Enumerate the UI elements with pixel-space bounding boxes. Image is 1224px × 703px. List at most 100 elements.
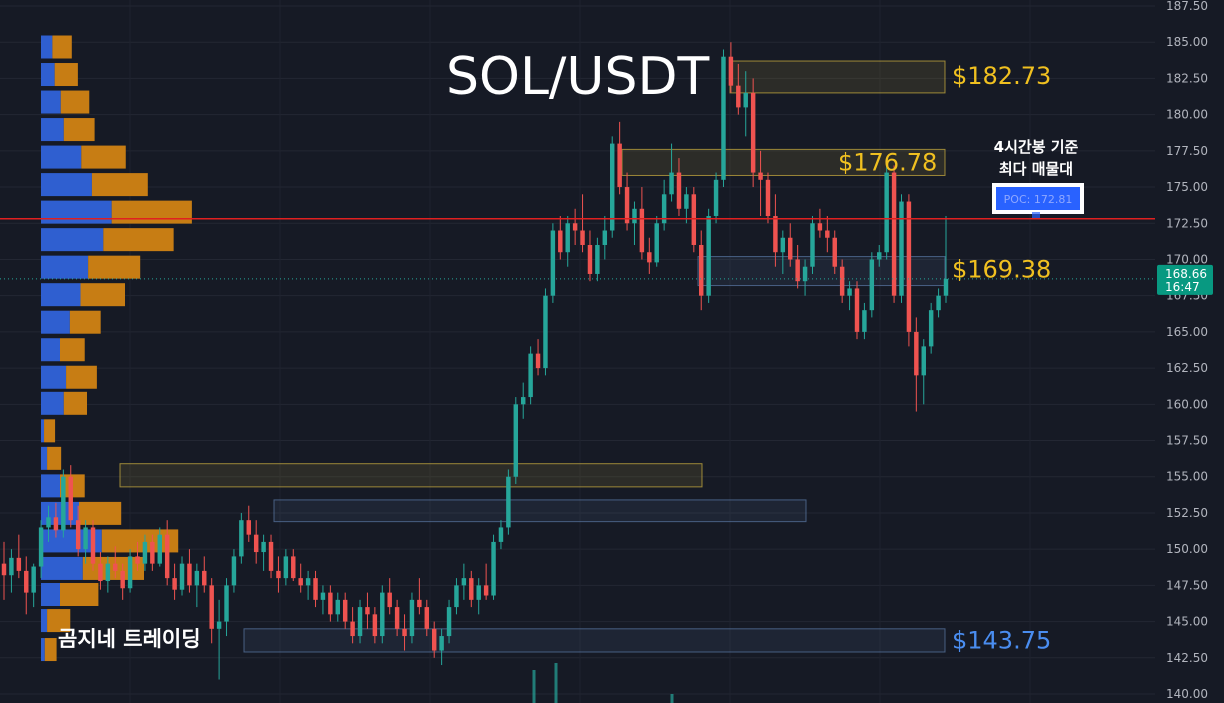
volume-bar: [554, 663, 558, 703]
candle-body: [164, 534, 170, 579]
volume-profile-sell-bar: [103, 228, 174, 252]
candle-body: [409, 599, 415, 637]
candle-body: [469, 578, 474, 600]
volume-profile-buy-bar: [41, 63, 55, 87]
candle-body: [654, 223, 659, 263]
volume-profile-sell-bar: [69, 310, 101, 334]
y-tick-label: 160.00: [1166, 397, 1208, 411]
y-tick-label: 140.00: [1166, 687, 1208, 701]
candle-body: [461, 578, 467, 586]
candle-body: [543, 295, 548, 369]
candle-body: [291, 556, 296, 579]
candle-body: [795, 259, 800, 282]
candle-body: [661, 194, 667, 224]
volume-profile-sell-bar: [47, 609, 71, 633]
candle-body: [639, 208, 645, 253]
poc-label: POC: 172.81: [1004, 193, 1073, 206]
volume-profile-buy-bar: [41, 419, 45, 443]
poc-marker: [1032, 212, 1040, 218]
candle-body: [394, 607, 400, 629]
candle-body: [305, 578, 311, 586]
volume-profile-sell-bar: [80, 283, 125, 307]
candle-body: [647, 252, 652, 263]
y-tick-label: 150.00: [1166, 542, 1208, 556]
volume-profile-buy-bar: [41, 200, 112, 224]
y-tick-label: 187.50: [1166, 0, 1208, 13]
candle-body: [202, 570, 207, 586]
candle-body: [53, 517, 59, 531]
candle-body: [839, 266, 845, 296]
y-tick-label: 177.50: [1166, 144, 1208, 158]
volume-bar: [532, 670, 536, 703]
volume-profile-sell-bar: [79, 501, 122, 525]
volume-profile-buy-bar: [41, 283, 81, 307]
candle-body: [691, 194, 697, 245]
candle-body: [179, 563, 185, 590]
candle-body: [16, 557, 22, 571]
candle-body: [788, 237, 793, 260]
current-price-time: 16:47: [1165, 280, 1200, 294]
volume-profile-sell-bar: [88, 255, 141, 279]
volume-profile-buy-bar: [41, 90, 61, 114]
candle-body: [699, 244, 704, 296]
volume-profile-buy-bar: [41, 446, 48, 470]
candle-body: [528, 353, 533, 398]
volume-profile-buy-bar: [41, 338, 60, 362]
candle-body: [142, 541, 148, 564]
y-tick-label: 142.50: [1166, 651, 1208, 665]
candle-body: [869, 259, 875, 311]
candle-body: [224, 585, 229, 622]
candle-body: [75, 520, 81, 550]
candle-body: [669, 172, 674, 195]
volume-profile-buy-bar: [41, 118, 64, 142]
candle-body: [172, 578, 177, 590]
candle-body: [520, 397, 526, 405]
candle-body: [736, 85, 741, 108]
price-level-label: $182.73: [952, 62, 1051, 90]
y-tick-label: 157.50: [1166, 434, 1208, 448]
candle-body: [239, 520, 244, 557]
candle-body: [328, 592, 333, 615]
annotation-line: 최다 매물대: [999, 160, 1073, 178]
price-zone-box: [243, 628, 946, 653]
candle-body: [684, 194, 689, 209]
volume-profile-buy-bar: [41, 228, 104, 252]
candle-body: [595, 244, 600, 274]
candle-body: [298, 578, 303, 586]
candle-body: [9, 557, 14, 576]
candle-body: [216, 621, 222, 629]
y-tick-label: 162.50: [1166, 361, 1208, 375]
poc-box: [996, 187, 1080, 210]
candle-body: [120, 570, 125, 589]
candle-body: [854, 288, 860, 332]
y-tick-label: 147.50: [1166, 578, 1208, 592]
candle-body: [513, 404, 519, 477]
candle-body: [246, 520, 251, 535]
current-price-value: 168.66: [1165, 267, 1207, 281]
volume-profile-buy-bar: [41, 173, 92, 197]
volume-profile-sell-bar: [81, 145, 126, 169]
candle-body: [61, 476, 66, 531]
candle-body: [476, 585, 481, 600]
volume-profile-sell-bar: [63, 118, 95, 142]
candle-body: [342, 599, 348, 622]
candle-body: [847, 288, 852, 296]
candle-body: [743, 92, 748, 108]
candle-body: [624, 187, 630, 224]
candle-body: [350, 621, 355, 637]
candle-body: [372, 614, 378, 637]
y-tick-label: 185.00: [1166, 35, 1208, 49]
candle-body: [535, 353, 541, 369]
candle-body: [810, 223, 815, 267]
candle-body: [483, 585, 489, 596]
candle-body: [439, 636, 444, 651]
volume-profile-buy-bar: [41, 638, 45, 662]
current-price-badge: [1157, 264, 1213, 295]
volume-profile-sell-bar: [44, 419, 56, 443]
candle-body: [550, 230, 556, 296]
candle-body: [431, 628, 437, 651]
candle-body: [31, 566, 36, 593]
candle-body: [498, 527, 504, 542]
